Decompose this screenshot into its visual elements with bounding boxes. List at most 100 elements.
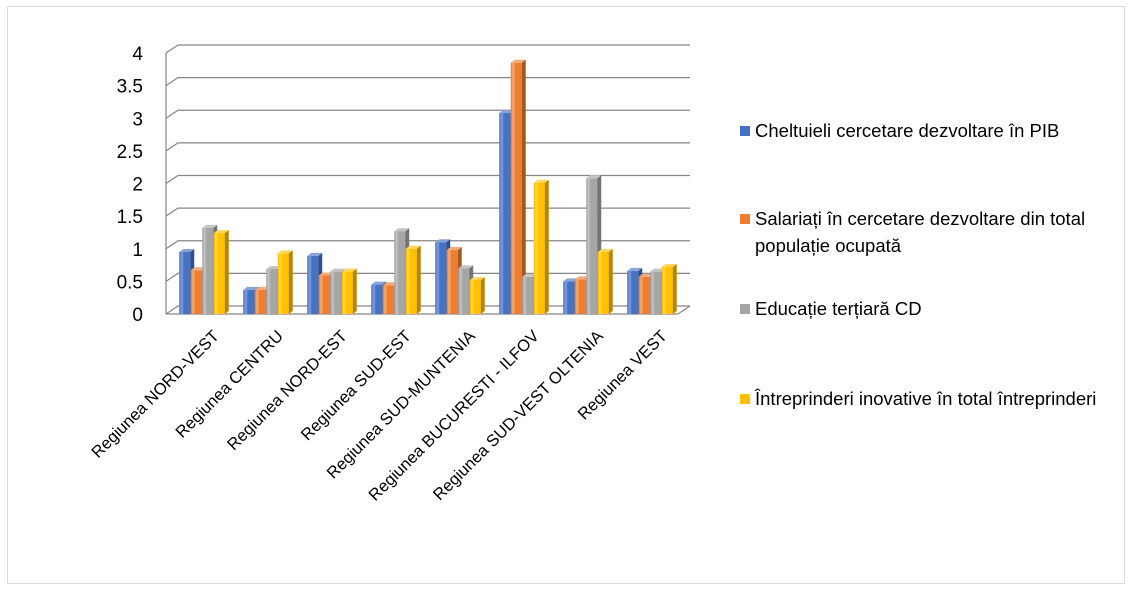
bar-front bbox=[435, 242, 447, 314]
bar-front bbox=[627, 270, 639, 314]
bar-highlight bbox=[534, 182, 538, 314]
bar-front bbox=[446, 250, 458, 314]
bar-highlight bbox=[331, 271, 335, 314]
bar-side bbox=[521, 59, 526, 314]
bar-front bbox=[371, 284, 383, 314]
bar-side bbox=[608, 249, 613, 314]
legend-swatch-cheltuieli bbox=[740, 126, 750, 136]
bar-highlight bbox=[278, 253, 282, 314]
bar bbox=[341, 268, 357, 314]
gridline-8 bbox=[165, 44, 690, 54]
bar-top bbox=[533, 179, 549, 183]
y-tick-label: 0.5 bbox=[117, 272, 143, 293]
bar-top bbox=[318, 272, 334, 276]
bar bbox=[533, 179, 549, 314]
bar-highlight bbox=[436, 242, 440, 314]
bar-front bbox=[213, 233, 225, 314]
bar-front bbox=[341, 271, 353, 314]
bar-top bbox=[371, 281, 387, 285]
bar-top bbox=[341, 268, 357, 272]
bar-front bbox=[661, 267, 673, 314]
gridline-7 bbox=[165, 77, 690, 87]
bar-top bbox=[469, 277, 485, 281]
y-tick-labels: 0 0.5 1 1.5 2 2.5 3 3.5 4 bbox=[117, 44, 144, 326]
bar-top bbox=[382, 282, 398, 286]
x-tick-label: Regiunea NORD-VEST bbox=[88, 327, 223, 462]
bar-front bbox=[179, 252, 191, 314]
bar-top bbox=[510, 59, 526, 63]
x-tick-label: Regiunea CENTRU bbox=[172, 327, 287, 442]
bar bbox=[661, 264, 677, 314]
bar bbox=[277, 250, 293, 314]
bar-top bbox=[254, 286, 270, 290]
bar-front bbox=[266, 268, 278, 314]
bar-top bbox=[499, 110, 515, 114]
legend-swatch-educatie bbox=[740, 304, 750, 314]
bar-front bbox=[638, 276, 650, 314]
bar-front bbox=[254, 289, 266, 314]
bar-highlight bbox=[203, 227, 207, 314]
gridline-4 bbox=[165, 174, 690, 184]
legend-label-educatie: Educație terțiară CD bbox=[755, 298, 922, 319]
legend-label-intreprinderi: Întreprinderi inovative în total întrepr… bbox=[755, 388, 1097, 409]
bar-side bbox=[480, 277, 485, 314]
bars bbox=[179, 59, 677, 314]
bar-front bbox=[318, 275, 330, 314]
y-tick-label: 3.5 bbox=[117, 77, 143, 98]
bar-top bbox=[563, 278, 579, 282]
bar-highlight bbox=[575, 279, 579, 314]
bar-top bbox=[650, 268, 666, 272]
bar bbox=[597, 249, 613, 314]
bar bbox=[469, 277, 485, 314]
y-tick-label: 4 bbox=[132, 44, 143, 65]
bar-top bbox=[202, 224, 218, 228]
gridline-2 bbox=[165, 240, 690, 250]
gridline-5 bbox=[165, 142, 690, 152]
bar-top bbox=[586, 175, 602, 179]
bar-front bbox=[533, 182, 545, 314]
bar-front bbox=[243, 289, 255, 314]
bar-highlight bbox=[564, 281, 568, 314]
bar-highlight bbox=[598, 252, 602, 314]
bar-top bbox=[446, 247, 462, 251]
bar-top bbox=[627, 267, 643, 271]
legend-item-cheltuieli: Cheltuieli cercetare dezvoltare în PIB bbox=[740, 117, 1115, 144]
bar-side bbox=[416, 245, 421, 314]
gridline-3 bbox=[165, 207, 690, 217]
bar-top bbox=[405, 245, 421, 249]
legend-label-salariati: Salariați în cercetare dezvoltare din to… bbox=[755, 208, 1086, 256]
bar-front bbox=[190, 270, 202, 314]
y-tick-label: 2 bbox=[132, 175, 143, 196]
bar-top bbox=[243, 286, 259, 290]
bar-top bbox=[266, 265, 282, 269]
bar-top bbox=[574, 276, 590, 280]
bar-highlight bbox=[267, 268, 271, 314]
bar-top bbox=[277, 250, 293, 254]
x-tick-label: Regiunea NORD-EST bbox=[224, 327, 351, 454]
bar-highlight bbox=[470, 280, 474, 314]
bar-top bbox=[638, 273, 654, 277]
bar-top bbox=[179, 249, 195, 253]
bar-highlight bbox=[342, 271, 346, 314]
bar-side bbox=[544, 179, 549, 314]
bar bbox=[510, 59, 526, 314]
bar-highlight bbox=[214, 233, 218, 314]
bar-top bbox=[597, 249, 613, 253]
bar-top bbox=[522, 273, 538, 277]
bar-front bbox=[510, 62, 522, 314]
bar-side bbox=[352, 268, 357, 314]
bar-highlight bbox=[500, 113, 504, 314]
gridline-6 bbox=[165, 109, 690, 119]
bar-front bbox=[499, 113, 511, 314]
bar-highlight bbox=[244, 289, 248, 314]
y-tick-label: 1.5 bbox=[117, 207, 143, 228]
bar-front bbox=[650, 271, 662, 314]
y-tick-label: 3 bbox=[132, 109, 143, 130]
bar-highlight bbox=[372, 284, 376, 314]
bar-top bbox=[213, 230, 229, 234]
bar-top bbox=[190, 267, 206, 271]
bar-side bbox=[224, 230, 229, 314]
bar-top bbox=[458, 265, 474, 269]
